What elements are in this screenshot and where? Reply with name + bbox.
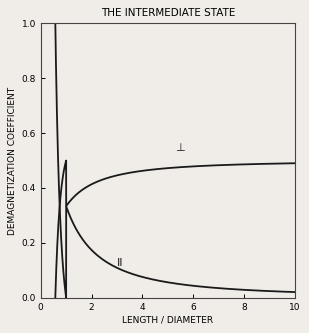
Y-axis label: DEMAGNETIZATION COEFFICIENT: DEMAGNETIZATION COEFFICIENT	[8, 86, 17, 234]
X-axis label: LENGTH / DIAMETER: LENGTH / DIAMETER	[122, 316, 214, 325]
Text: II: II	[117, 258, 124, 268]
Title: THE INTERMEDIATE STATE: THE INTERMEDIATE STATE	[101, 8, 235, 18]
Text: ⊥: ⊥	[176, 143, 185, 153]
